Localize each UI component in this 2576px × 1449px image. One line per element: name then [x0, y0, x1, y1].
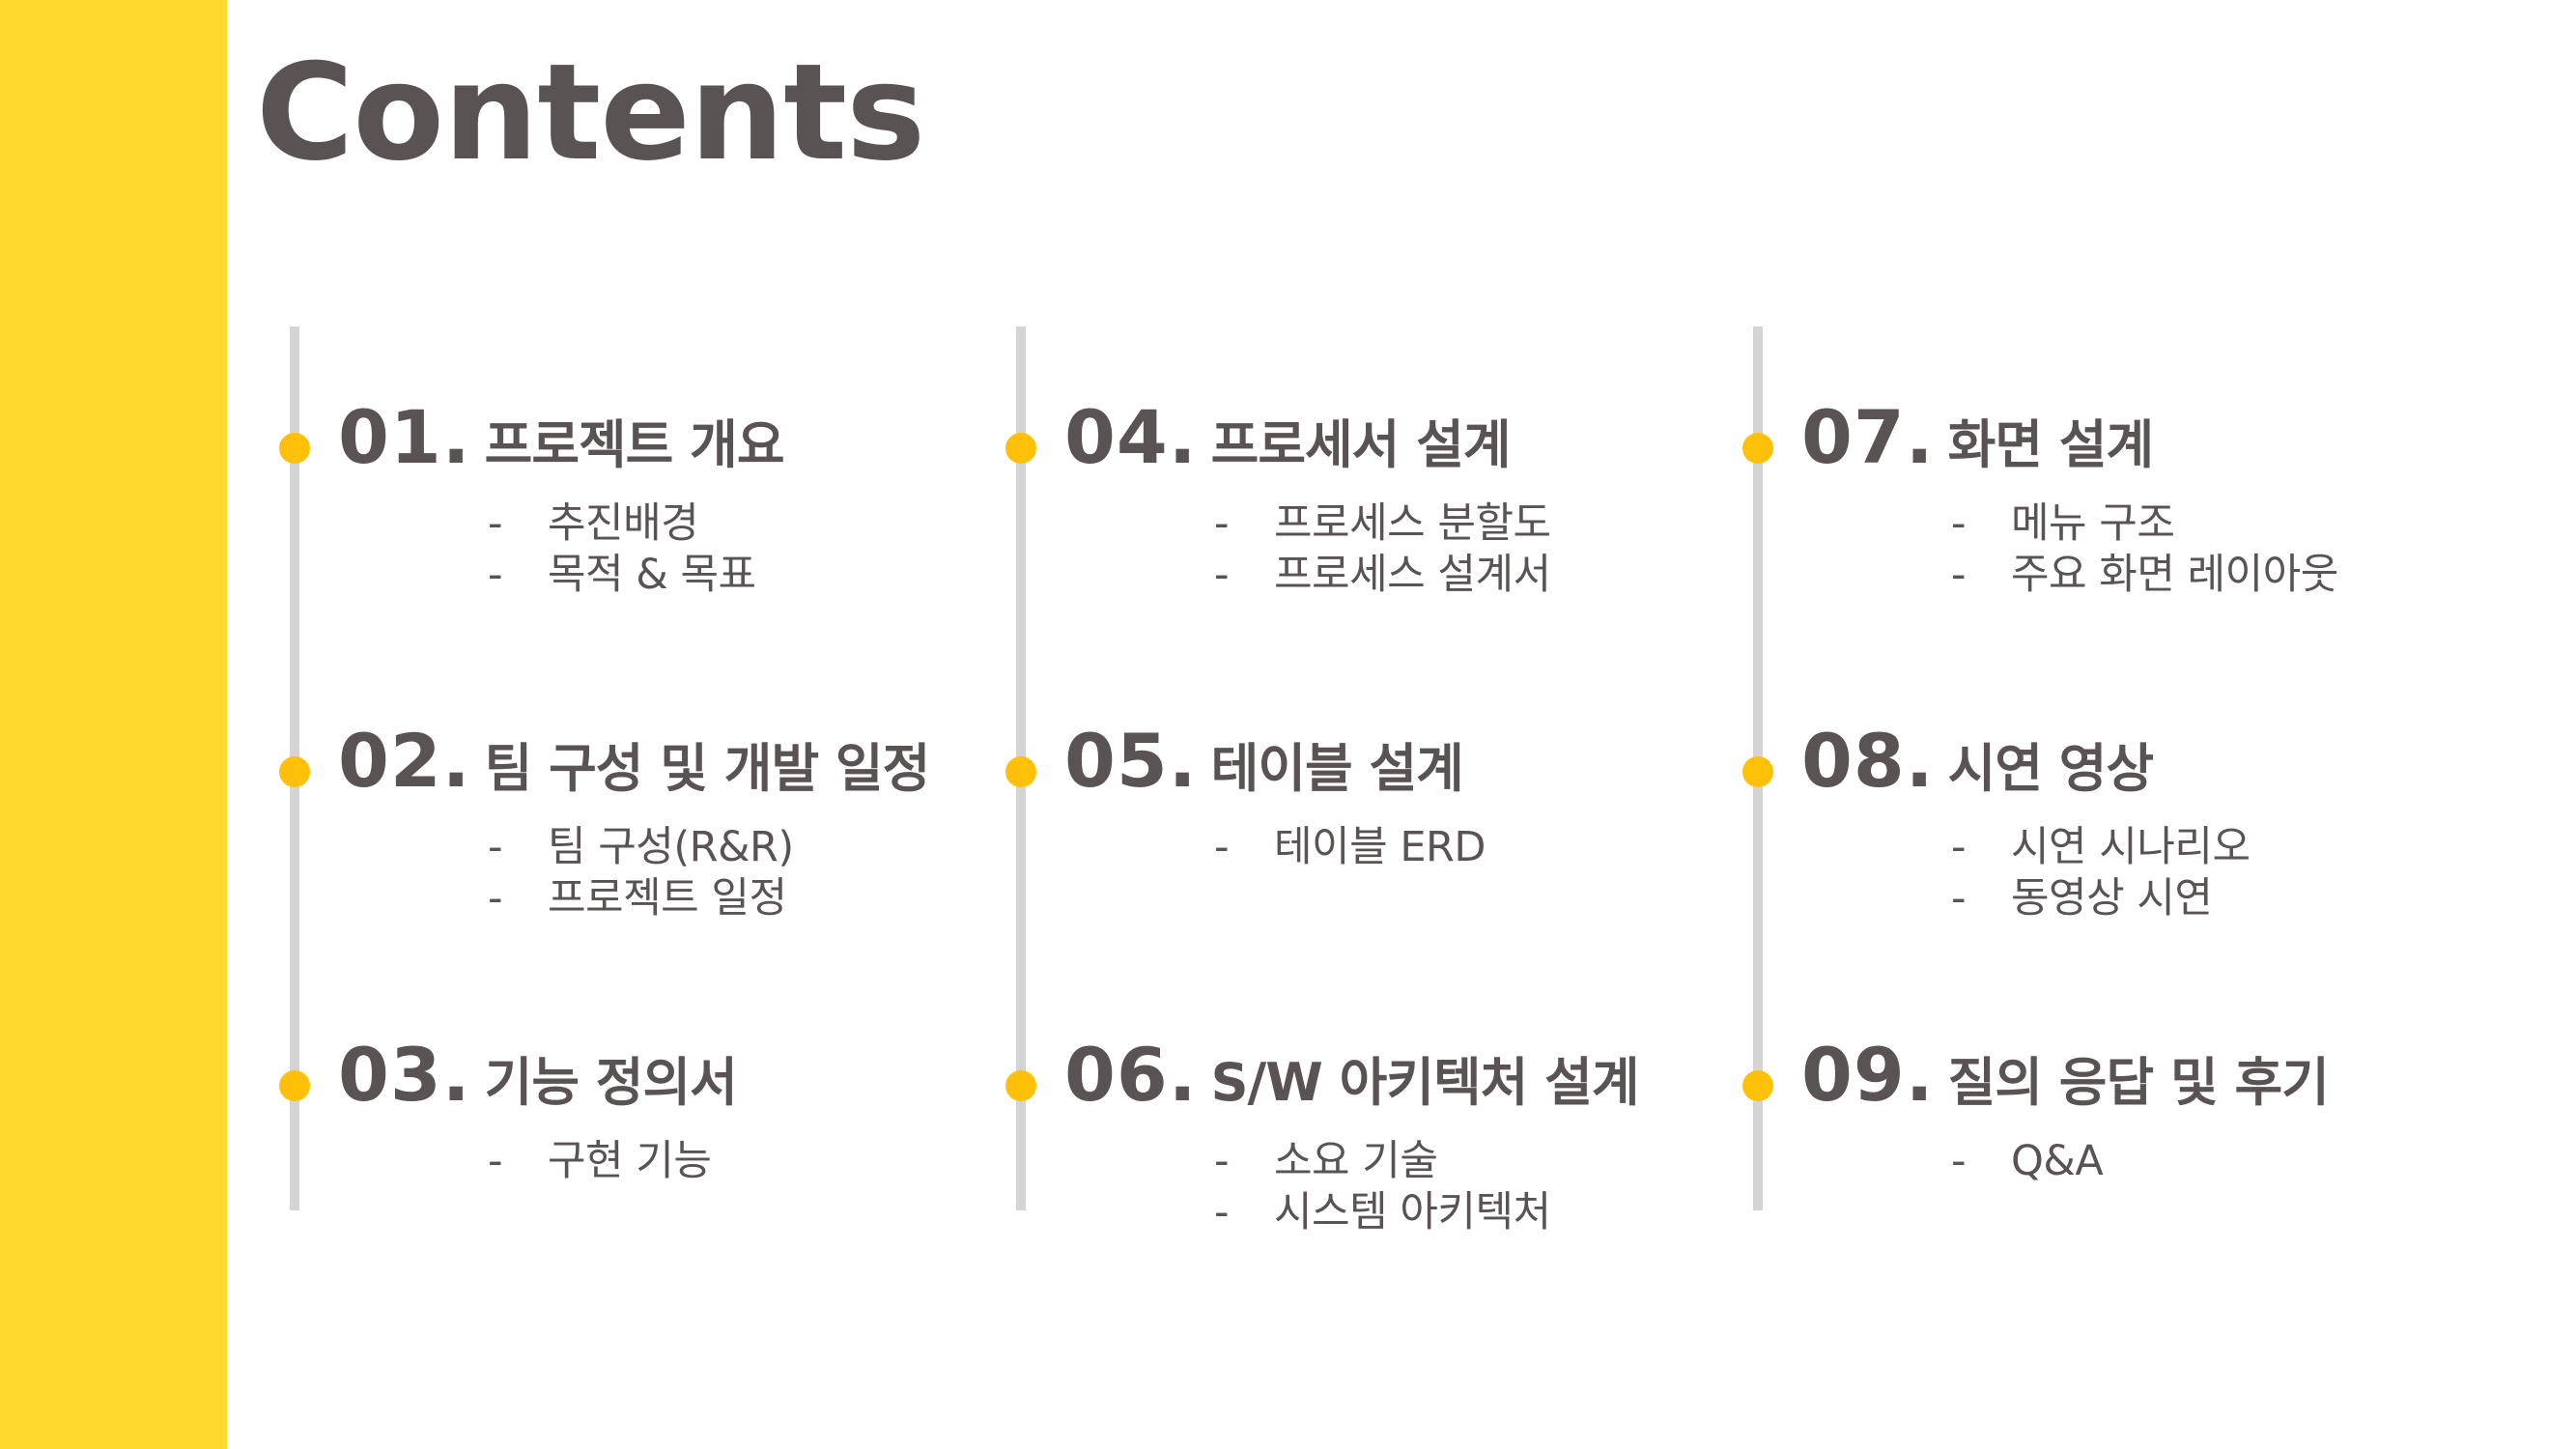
- section-number: 07.: [1801, 394, 1935, 480]
- list-item: - Q&A: [1951, 1136, 2104, 1187]
- section-number: 06.: [1064, 1032, 1198, 1118]
- list-item: - 동영상 시연: [1951, 873, 2250, 924]
- section-heading: 07. 화면 설계: [1801, 394, 2155, 480]
- section-title: S/W 아키텍처 설계: [1210, 1052, 1640, 1113]
- section-items: - 소요 기술 - 시스템 아키텍처: [1214, 1136, 1551, 1238]
- list-item-label: 프로세스 분할도: [1274, 499, 1551, 548]
- list-item-label: 팀 구성(R&R): [548, 823, 794, 871]
- section-heading: 01. 프로젝트 개요: [338, 394, 785, 480]
- list-item: - 프로젝트 일정: [488, 873, 794, 924]
- list-item: - 주요 화면 레이아웃: [1951, 550, 2338, 601]
- list-item-label: 목적 & 목표: [548, 551, 756, 599]
- list-item: - 추진배경: [488, 498, 756, 550]
- list-item-label: 구현 기능: [548, 1137, 712, 1185]
- timeline-dot: [1005, 1070, 1036, 1101]
- section-title: 기능 정의서: [484, 1052, 738, 1113]
- section-number: 04.: [1064, 394, 1198, 480]
- section-title: 프로젝트 개요: [484, 414, 785, 475]
- section-heading: 05. 테이블 설계: [1064, 718, 1464, 804]
- section-items: - Q&A: [1951, 1136, 2104, 1187]
- contents-column-2: 04. 프로세서 설계 - 프로세스 분할도 - 프로세스 설계서 05. 테이블 설계…: [1005, 327, 1712, 1236]
- timeline-dot: [279, 1070, 310, 1101]
- list-item: -팀 구성(R&R): [488, 822, 794, 873]
- list-dash: -: [488, 499, 503, 548]
- contents-column-3: 07. 화면 설계 - 메뉴 구조 - 주요 화면 레이아웃 08. 시연 영상 - 시연…: [1742, 327, 2449, 1215]
- section-heading: 09. 질의 응답 및 후기: [1801, 1032, 2330, 1118]
- timeline-dot: [1742, 433, 1773, 464]
- section-number: 08.: [1801, 718, 1935, 804]
- list-item-label: 주요 화면 레이아웃: [2011, 551, 2338, 599]
- page-title: Contents: [256, 35, 925, 190]
- list-dash: -: [1214, 499, 1230, 548]
- list-dash: -: [1214, 823, 1230, 871]
- section-items: -팀 구성(R&R) - 프로젝트 일정: [488, 822, 794, 924]
- list-item: - 시연 시나리오: [1951, 822, 2250, 873]
- section-items: - 테이블 ERD: [1214, 822, 1486, 873]
- list-item: - 테이블 ERD: [1214, 822, 1486, 873]
- list-dash: -: [1214, 1137, 1230, 1185]
- section-title: 테이블 설계: [1210, 738, 1464, 799]
- list-item-label: 소요 기술: [1274, 1137, 1438, 1185]
- contents-column-1: 01. 프로젝트 개요 - 추진배경 - 목적 & 목표 02. 팀 구성 및 개발 일…: [279, 327, 985, 1215]
- section-number: 05.: [1064, 718, 1198, 804]
- timeline-dot: [1742, 1070, 1773, 1101]
- section-items: - 추진배경 - 목적 & 목표: [488, 498, 756, 601]
- list-item-label: 테이블 ERD: [1274, 823, 1486, 871]
- list-item-label: 시연 시나리오: [2011, 823, 2250, 871]
- list-item: - 프로세스 설계서: [1214, 550, 1551, 601]
- list-dash: -: [1951, 823, 1967, 871]
- section-items: - 시연 시나리오 - 동영상 시연: [1951, 822, 2250, 924]
- list-item-label: 추진배경: [548, 499, 699, 548]
- timeline-dot: [1005, 433, 1036, 464]
- list-item-label: 프로젝트 일정: [548, 874, 787, 923]
- list-item: - 시스템 아키텍처: [1214, 1187, 1551, 1238]
- yellow-side-bar: [0, 0, 227, 1449]
- section-heading: 03. 기능 정의서: [338, 1032, 738, 1118]
- list-item-label: 동영상 시연: [2011, 874, 2213, 923]
- list-dash: -: [488, 551, 503, 599]
- section-number: 09.: [1801, 1032, 1935, 1118]
- section-title: 화면 설계: [1947, 414, 2155, 475]
- section-heading: 06. S/W 아키텍처 설계: [1064, 1032, 1639, 1118]
- list-item: - 메뉴 구조: [1951, 498, 2338, 550]
- timeline-dot: [279, 433, 310, 464]
- timeline-dot: [1742, 756, 1773, 787]
- section-heading: 08. 시연 영상: [1801, 718, 2155, 804]
- timeline-dot: [1005, 756, 1036, 787]
- section-heading: 04. 프로세서 설계: [1064, 394, 1512, 480]
- list-dash: -: [488, 874, 503, 923]
- section-number: 03.: [338, 1032, 471, 1118]
- list-item: - 구현 기능: [488, 1136, 712, 1187]
- list-dash: -: [1951, 499, 1967, 548]
- list-item: - 소요 기술: [1214, 1136, 1551, 1187]
- section-items: - 구현 기능: [488, 1136, 712, 1187]
- list-dash: -: [1951, 1137, 1967, 1185]
- section-items: - 메뉴 구조 - 주요 화면 레이아웃: [1951, 498, 2338, 601]
- section-items: - 프로세스 분할도 - 프로세스 설계서: [1214, 498, 1551, 601]
- list-dash: -: [488, 823, 503, 871]
- list-dash: -: [1951, 874, 1967, 923]
- section-title: 프로세서 설계: [1210, 414, 1512, 475]
- list-dash: -: [1214, 1188, 1230, 1236]
- section-title: 시연 영상: [1947, 738, 2155, 799]
- list-dash: -: [488, 1137, 503, 1185]
- section-number: 02.: [338, 718, 471, 804]
- section-number: 01.: [338, 394, 471, 480]
- list-item-label: Q&A: [2011, 1137, 2104, 1185]
- list-item-label: 시스템 아키텍처: [1274, 1188, 1551, 1236]
- list-item-label: 프로세스 설계서: [1274, 551, 1551, 599]
- section-title: 팀 구성 및 개발 일정: [484, 738, 931, 799]
- timeline-dot: [279, 756, 310, 787]
- list-item: - 프로세스 분할도: [1214, 498, 1551, 550]
- list-dash: -: [1951, 551, 1967, 599]
- section-title: 질의 응답 및 후기: [1947, 1052, 2330, 1113]
- list-item: - 목적 & 목표: [488, 550, 756, 601]
- list-item-label: 메뉴 구조: [2011, 499, 2175, 548]
- section-heading: 02. 팀 구성 및 개발 일정: [338, 718, 931, 804]
- list-dash: -: [1214, 551, 1230, 599]
